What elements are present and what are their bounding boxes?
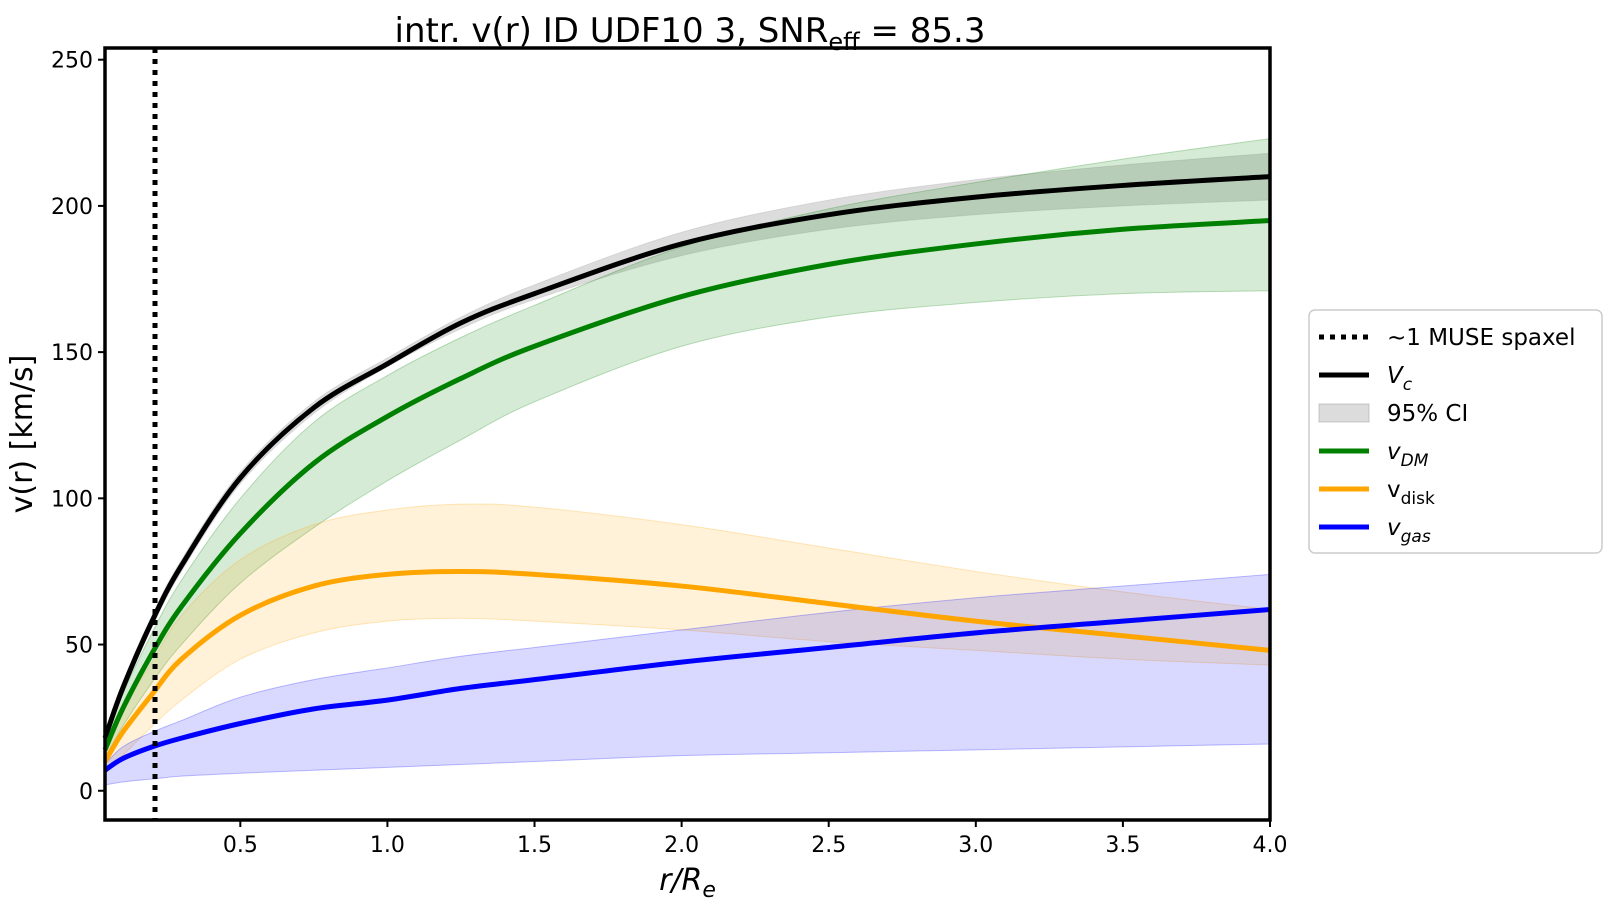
legend-entry: Vc	[1319, 363, 1413, 395]
legend-label: Vc	[1387, 363, 1413, 395]
series-line-vgas	[103, 606, 1271, 773]
x-tick-label: 3.0	[958, 833, 993, 858]
chart-title: intr. v(r) ID UDF10 3, SNReff = 85.3	[395, 11, 986, 56]
x-tick-label: 2.0	[664, 833, 699, 858]
y-axis-ticks: 0 50 100 150 200 250	[51, 49, 105, 805]
x-tick-label: 4.0	[1253, 833, 1288, 858]
legend-entry: vgas	[1319, 515, 1431, 547]
legend-label: vDM	[1387, 439, 1429, 471]
x-axis-label: r/Re	[659, 863, 716, 903]
confidence-bands	[104, 138, 1271, 786]
y-tick-label: 200	[51, 195, 93, 220]
x-tick-label: 3.5	[1105, 833, 1140, 858]
y-axis-label: v(r) [km/s]	[5, 355, 40, 514]
legend-entry: ~1 MUSE spaxel	[1319, 325, 1575, 351]
legend-label: ~1 MUSE spaxel	[1387, 325, 1575, 351]
legend-entry: vDM	[1319, 439, 1429, 471]
series-line-vdm	[102, 218, 1271, 751]
series-line-vc	[102, 174, 1271, 739]
y-tick-label: 250	[51, 49, 93, 74]
x-tick-label: 2.5	[811, 833, 846, 858]
legend-handle-band	[1318, 403, 1370, 423]
y-tick-label: 0	[79, 780, 93, 805]
legend-entry: vdisk	[1319, 477, 1435, 509]
legend-box	[1308, 309, 1603, 554]
y-tick-label: 150	[51, 341, 93, 366]
legend-entry: 95% CI	[1318, 401, 1468, 427]
legend-label: vdisk	[1387, 477, 1435, 509]
series-line-vdisk	[102, 568, 1271, 763]
legend-label: 95% CI	[1387, 401, 1468, 427]
legend-label: vgas	[1387, 515, 1431, 547]
series-lines	[102, 174, 1271, 773]
x-axis-ticks: 0.5 1.0 1.5 2.0 2.5 3.0 3.5 4.0	[223, 820, 1288, 858]
plot-frame	[103, 46, 1272, 822]
x-tick-label: 1.5	[517, 833, 552, 858]
x-tick-label: 0.5	[223, 833, 258, 858]
legend: ~1 MUSE spaxel Vc 95% CI vDM vdisk vgas	[1308, 309, 1603, 554]
y-tick-label: 50	[65, 634, 93, 659]
y-tick-label: 100	[51, 487, 93, 512]
x-tick-label: 1.0	[370, 833, 405, 858]
